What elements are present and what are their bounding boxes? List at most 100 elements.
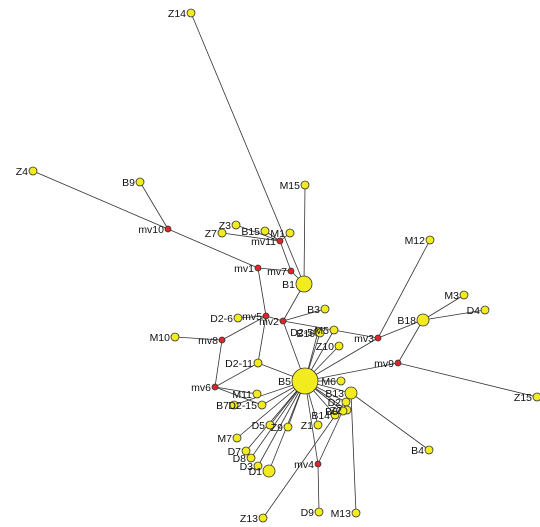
- edge-mv4-b5: [304, 380, 319, 465]
- sample-node-b4: [424, 445, 434, 455]
- median-vector-node-mv5: [262, 312, 270, 320]
- node-label-mv4: mv4: [294, 459, 314, 471]
- sample-node-d4: [480, 305, 490, 315]
- edge-mv5-mv8: [221, 315, 267, 341]
- sample-node-m13: [351, 508, 361, 518]
- node-label-mv3: mv3: [354, 333, 374, 345]
- node-label-m11: M11: [232, 389, 252, 401]
- node-label-d2-6: D2-6: [210, 313, 233, 325]
- node-label-mv2: mv2: [259, 316, 279, 328]
- edge-mv4-d9: [317, 463, 320, 513]
- edge-mv8-mv6: [214, 339, 223, 388]
- edge-mv10-mv1: [167, 228, 259, 269]
- sample-node-d3: [253, 461, 263, 471]
- edge-m3-b18: [422, 294, 465, 321]
- node-label-b16: B16: [296, 328, 315, 340]
- node-label-m15: M15: [280, 180, 301, 192]
- edge-z3-mv11: [235, 224, 281, 242]
- sample-node-b7: [229, 400, 239, 410]
- edge-b9-mv10: [139, 181, 169, 230]
- sample-node-m12: [425, 235, 435, 245]
- node-label-b15: B15: [241, 226, 260, 238]
- sample-node-d2-11: [253, 358, 263, 368]
- node-label-z15: Z15: [514, 392, 532, 404]
- node-label-d4: D4: [467, 305, 481, 317]
- median-vector-node-mv9: [394, 359, 402, 367]
- edge-m7-b5: [236, 380, 306, 439]
- node-label-mv7: mv7: [267, 266, 287, 278]
- node-label-z4: Z4: [16, 166, 28, 178]
- sample-node-m6: [336, 376, 346, 386]
- sample-node-z4: [28, 166, 38, 176]
- node-label-d2-11: D2-11: [225, 358, 253, 370]
- sample-node-z7: [217, 228, 227, 238]
- median-vector-node-mv8: [218, 336, 226, 344]
- sample-node-b14: [330, 410, 340, 420]
- edge-d3-b5: [257, 380, 306, 467]
- sample-node-z13: [258, 513, 268, 523]
- edge-m10-mv8: [174, 336, 223, 341]
- node-label-mv9: mv9: [374, 358, 394, 370]
- sample-node-m5: [329, 325, 339, 335]
- edge-d7-b5: [245, 380, 306, 452]
- edge-mv3-b5: [304, 337, 379, 382]
- node-label-mv1: mv1: [234, 263, 254, 275]
- edge-z14-b1: [190, 12, 305, 285]
- node-label-z1: Z1: [301, 420, 313, 432]
- node-label-b4: B4: [411, 445, 424, 457]
- sample-node-b8: [338, 406, 348, 416]
- node-label-b8: B8: [325, 406, 338, 418]
- node-label-m5: M5: [314, 325, 329, 337]
- edge-mv6-m11: [214, 386, 258, 395]
- median-vector-node-mv10: [164, 225, 172, 233]
- edge-mv6-d2-11: [214, 362, 259, 388]
- node-label-b3: B3: [307, 304, 320, 316]
- sample-node-b1: [295, 275, 313, 293]
- edge-m13-b13: [350, 392, 357, 514]
- edge-mv1-mv5: [257, 267, 267, 317]
- sample-node-d1: [262, 464, 276, 478]
- sample-node-m1: [285, 228, 295, 238]
- sample-node-b15: [260, 226, 270, 236]
- edge-m15-b1: [303, 184, 306, 285]
- median-vector-node-mv2: [279, 317, 287, 325]
- sample-node-b5: [291, 367, 319, 395]
- node-label-mv10: mv10: [138, 224, 164, 236]
- node-label-d5: D5: [252, 420, 266, 432]
- edge-mv6-d2-15: [214, 386, 263, 406]
- edge-mv3-b18: [377, 319, 424, 339]
- sample-node-z1: [313, 420, 323, 430]
- node-label-b18: B18: [397, 315, 416, 327]
- sample-node-b3: [320, 304, 330, 314]
- edges-layer: [32, 12, 538, 519]
- sample-node-z14: [186, 8, 196, 18]
- sample-node-m10: [170, 332, 180, 342]
- node-label-d2: D2: [328, 397, 342, 409]
- sample-node-m15: [300, 180, 310, 190]
- node-label-mv5: mv5: [242, 311, 262, 323]
- node-label-m10: M10: [150, 332, 171, 344]
- node-label-m13: M13: [331, 508, 352, 520]
- node-label-z7: Z7: [205, 228, 217, 240]
- sample-node-b13: [344, 386, 358, 400]
- sample-node-d7: [241, 446, 251, 456]
- sample-node-d8: [246, 453, 256, 463]
- sample-node-z10: [334, 341, 344, 351]
- node-label-mv11: mv11: [251, 236, 276, 248]
- sample-node-d9: [314, 507, 324, 517]
- node-label-z14: Z14: [168, 8, 186, 20]
- node-label-b1: B1: [282, 279, 295, 291]
- node-label-d7: D7: [228, 446, 242, 458]
- node-label-z2: Z2: [330, 405, 342, 417]
- median-vector-node-mv11: [276, 237, 284, 245]
- edge-mv5-d2-11: [257, 315, 267, 364]
- node-label-d9: D9: [301, 507, 315, 519]
- sample-node-z3: [231, 220, 241, 230]
- node-label-b14: B14: [311, 410, 330, 422]
- node-label-m12: M12: [405, 235, 426, 247]
- node-label-m6: M6: [321, 376, 336, 388]
- sample-node-b18: [416, 313, 430, 327]
- median-vector-node-mv1: [254, 264, 262, 272]
- edge-mv2-b3: [282, 308, 326, 322]
